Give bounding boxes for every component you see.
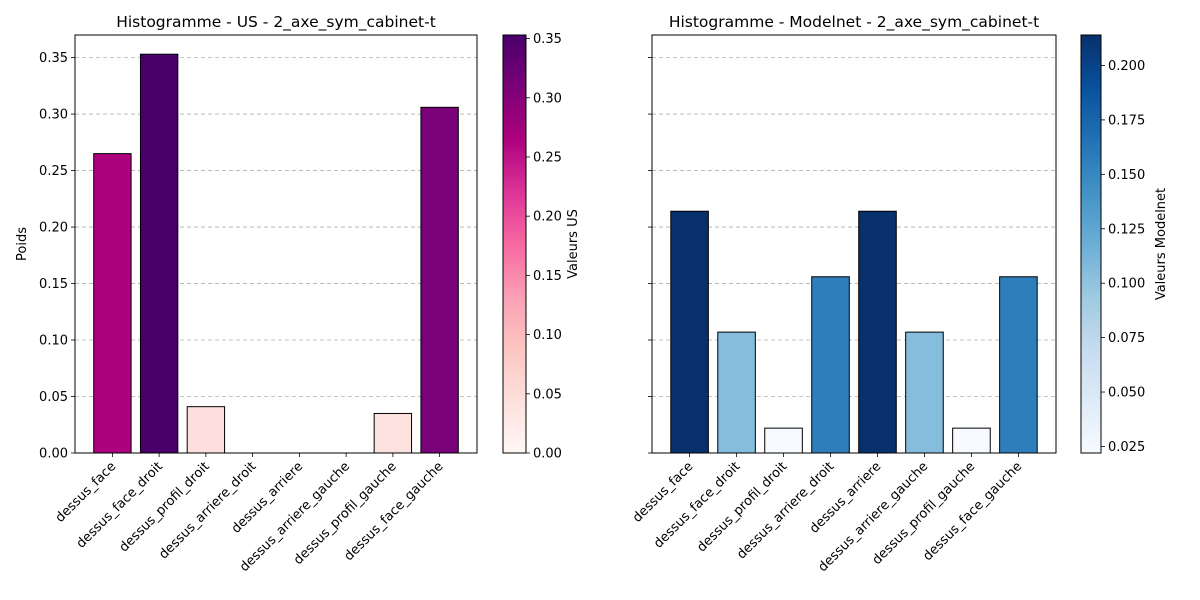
bar-dessus_profil_droit <box>764 427 803 454</box>
colorbar-label: Valeurs US <box>566 209 581 279</box>
colorbar-tick-label: 0.10 <box>533 328 562 343</box>
colorbar-tick-label: 0.050 <box>1108 386 1145 401</box>
bar-dessus_profil_droit <box>186 406 226 454</box>
y-tick-label: 0.35 <box>39 51 68 66</box>
bar-dessus_arriere_gauche <box>905 331 944 454</box>
y-tick-label: 0.00 <box>39 447 68 462</box>
colorbar-tick-label: 0.25 <box>533 150 562 165</box>
y-tick-label: 0.10 <box>39 334 68 349</box>
colorbar-tick-label: 0.025 <box>1108 440 1145 455</box>
colorbar-tick-label: 0.175 <box>1108 113 1145 128</box>
y-tick-label: 0.25 <box>39 164 68 179</box>
colorbar-tick-label: 0.05 <box>533 387 562 402</box>
colorbar-tick-label: 0.200 <box>1108 59 1145 74</box>
x-tick-label: dessus_profil_droit <box>117 459 213 555</box>
x-tick-label: dessus_face_droit <box>651 459 743 551</box>
bar-dessus_face_droit <box>717 331 756 454</box>
bar-dessus_face_gauche <box>420 106 459 454</box>
bar-dessus_face <box>93 153 132 454</box>
colorbar-tick-label: 0.00 <box>533 447 562 462</box>
colorbar <box>1080 34 1102 454</box>
x-tick-label: dessus_face_droit <box>74 459 166 551</box>
colorbar-tick-label: 0.30 <box>533 91 562 106</box>
colorbar-tick-label: 0.35 <box>533 32 562 47</box>
x-tick-label: dessus_profil_droit <box>694 459 790 555</box>
colorbar-tick-label: 0.150 <box>1108 168 1145 183</box>
y-tick-label: 0.30 <box>39 108 68 123</box>
colorbar <box>502 34 527 454</box>
chart-title: Histogramme - US - 2_axe_sym_cabinet-t <box>116 13 436 32</box>
y-tick-label: 0.05 <box>39 390 68 405</box>
bar-dessus_arriere_droit <box>811 276 850 454</box>
y-axis-label: Poids <box>15 227 30 261</box>
y-tick-label: 0.20 <box>39 221 68 236</box>
colorbar-tick-label: 0.125 <box>1108 222 1145 237</box>
plot-frame <box>651 34 1057 454</box>
chart-title: Histogramme - Modelnet - 2_axe_sym_cabin… <box>669 13 1039 32</box>
plot-frame <box>74 34 478 454</box>
bar-dessus_face_gauche <box>999 276 1038 454</box>
modelnet-histogram-panel: dessus_facedessus_face_droitdessus_profi… <box>630 13 1169 575</box>
colorbar-tick-label: 0.20 <box>533 210 562 225</box>
y-tick-label: 0.15 <box>39 277 68 292</box>
us-histogram-panel: 0.00 0.05 0.10 0.15 0.20 0.25 0.30 0.35 dessus_f… <box>15 13 581 575</box>
bar-dessus_face_droit <box>139 53 179 454</box>
colorbar-tick-label: 0.100 <box>1108 277 1145 292</box>
bar-dessus_face <box>670 210 709 454</box>
colorbar-tick-label: 0.15 <box>533 269 562 284</box>
colorbar-tick-label: 0.075 <box>1108 331 1145 346</box>
bar-dessus_arriere <box>858 210 897 454</box>
bar-dessus_profil_gauche <box>952 427 991 454</box>
colorbar-label: Valeurs Modelnet <box>1154 188 1169 300</box>
bar-dessus_profil_gauche <box>373 412 413 454</box>
